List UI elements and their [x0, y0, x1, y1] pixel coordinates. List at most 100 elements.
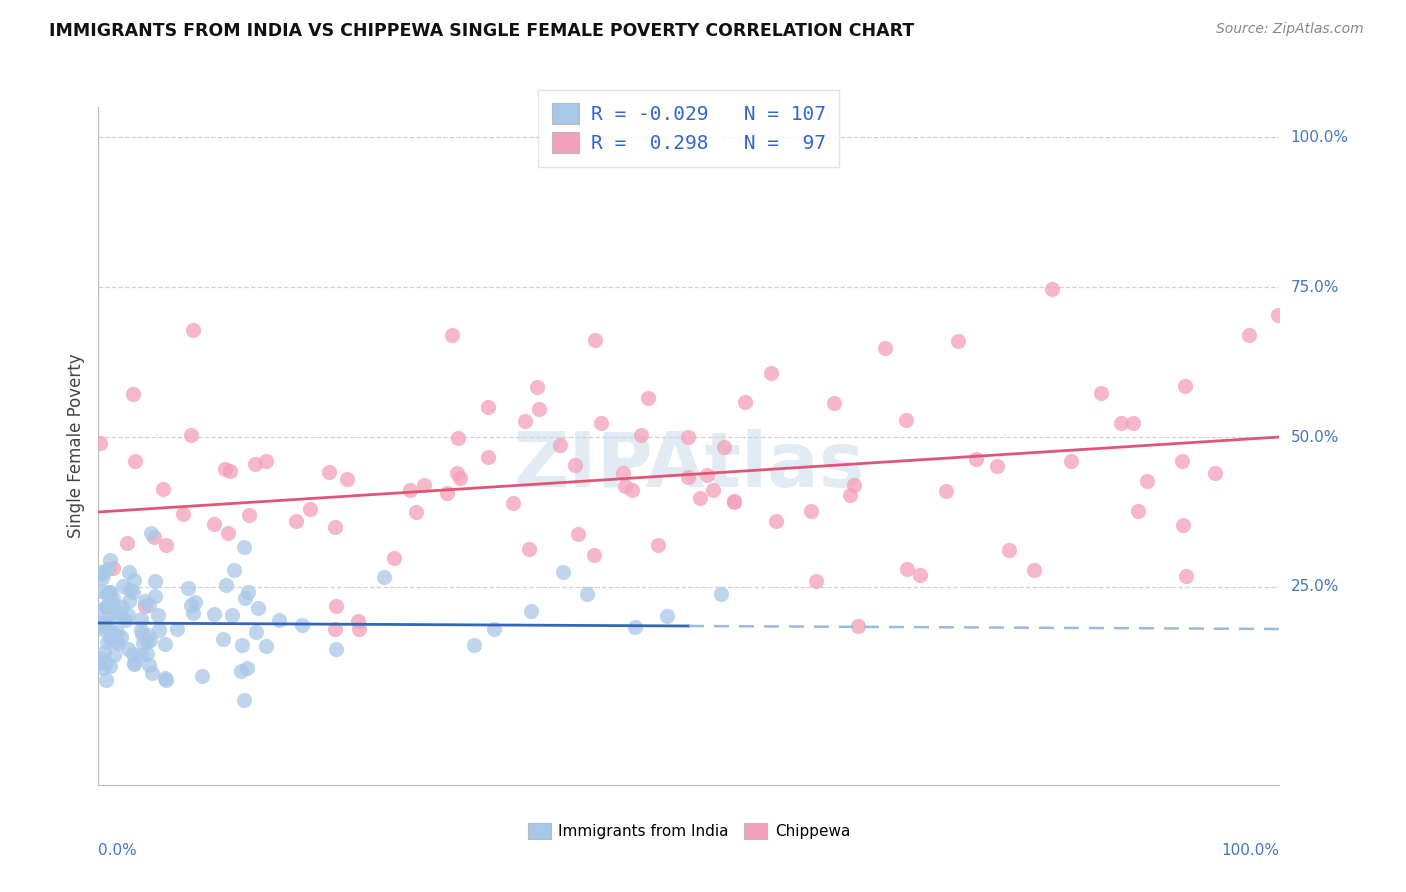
Point [347, 622, 370, 636]
Point [87, 615, 110, 629]
Point [477, 401, 499, 415]
Point [583, 334, 606, 348]
Y-axis label: Single Female Poverty: Single Female Poverty [66, 354, 84, 538]
Point [1122, 416, 1144, 430]
Point [527, 402, 550, 417]
Point [440, 328, 463, 343]
Point [412, 478, 434, 492]
Point [325, 641, 347, 656]
Point [233, 591, 256, 605]
Point [94, 656, 117, 670]
Point [446, 466, 468, 480]
Point [117, 607, 139, 622]
Point [118, 566, 141, 580]
Point [122, 648, 145, 662]
Point [1174, 379, 1197, 393]
Point [89, 651, 111, 665]
Point [134, 594, 156, 608]
Point [121, 585, 143, 599]
Point [517, 541, 540, 556]
Point [291, 618, 314, 632]
Point [583, 548, 606, 562]
Point [217, 526, 239, 541]
Point [129, 623, 152, 637]
Point [100, 607, 122, 621]
Point [1171, 517, 1194, 532]
Point [709, 587, 731, 601]
Point [115, 535, 138, 549]
Point [986, 459, 1008, 474]
Point [131, 648, 153, 663]
Point [103, 597, 125, 611]
Point [103, 591, 125, 605]
Point [520, 604, 543, 618]
Point [229, 665, 252, 679]
Point [575, 587, 598, 601]
Text: 25.0%: 25.0% [1291, 580, 1339, 594]
Text: 75.0%: 75.0% [1291, 279, 1339, 294]
Point [946, 334, 969, 348]
Point [132, 636, 155, 650]
Point [90, 565, 112, 579]
Point [254, 639, 277, 653]
Point [1022, 563, 1045, 577]
Point [734, 395, 756, 409]
Point [965, 451, 987, 466]
Point [233, 693, 256, 707]
Point [148, 623, 170, 637]
Point [254, 454, 277, 468]
Point [1267, 308, 1289, 322]
Point [1060, 454, 1083, 468]
Point [120, 583, 142, 598]
Point [846, 619, 869, 633]
Point [155, 673, 177, 687]
Point [702, 483, 724, 497]
Point [839, 488, 862, 502]
Point [896, 413, 918, 427]
Point [1204, 467, 1226, 481]
Point [143, 574, 166, 588]
Point [449, 470, 471, 484]
Point [243, 458, 266, 472]
Point [124, 454, 146, 468]
Point [103, 628, 125, 642]
Point [181, 324, 204, 338]
Point [90, 583, 112, 598]
Point [325, 520, 347, 534]
Text: 50.0%: 50.0% [1291, 430, 1339, 444]
Point [100, 624, 122, 638]
Text: 0.0%: 0.0% [98, 843, 138, 857]
Point [515, 414, 537, 428]
Point [136, 634, 159, 648]
Point [139, 526, 162, 541]
Point [1174, 569, 1197, 583]
Point [624, 620, 647, 634]
Point [155, 538, 177, 552]
Point [382, 551, 405, 566]
Point [101, 561, 124, 575]
Point [91, 567, 114, 582]
Point [91, 622, 114, 636]
Point [101, 632, 124, 646]
Point [129, 611, 152, 625]
Point [148, 608, 170, 623]
Point [103, 648, 125, 662]
Point [298, 501, 321, 516]
Point [91, 571, 114, 585]
Point [202, 516, 225, 531]
Point [806, 574, 828, 589]
Point [647, 538, 669, 552]
Point [104, 608, 127, 623]
Point [405, 505, 427, 519]
Point [621, 483, 644, 497]
Point [842, 478, 865, 492]
Point [122, 657, 145, 672]
Point [219, 464, 242, 478]
Point [191, 669, 214, 683]
Point [713, 440, 735, 454]
Point [231, 638, 253, 652]
Point [484, 622, 506, 636]
Point [477, 450, 499, 464]
Point [87, 603, 110, 617]
Point [1040, 282, 1063, 296]
